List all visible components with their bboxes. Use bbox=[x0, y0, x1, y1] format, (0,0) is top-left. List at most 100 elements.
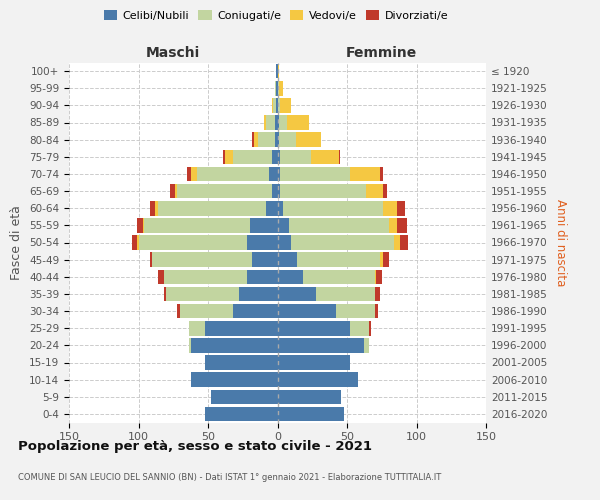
Bar bbox=[223, 150, 224, 164]
Bar bbox=[155, 201, 158, 216]
Bar bbox=[164, 286, 166, 301]
Bar bbox=[280, 150, 311, 164]
Bar bbox=[277, 64, 279, 78]
Bar bbox=[191, 166, 197, 181]
Bar bbox=[280, 166, 350, 181]
Bar bbox=[336, 304, 375, 318]
Bar bbox=[277, 270, 302, 284]
Bar bbox=[283, 201, 383, 216]
Bar bbox=[280, 184, 367, 198]
Bar bbox=[170, 184, 175, 198]
Bar bbox=[188, 321, 205, 336]
Y-axis label: Fasce di età: Fasce di età bbox=[10, 205, 23, 280]
Bar bbox=[277, 321, 350, 336]
Bar bbox=[338, 150, 340, 164]
Bar bbox=[289, 218, 389, 232]
Bar bbox=[175, 184, 178, 198]
Bar bbox=[277, 98, 280, 112]
Bar bbox=[197, 166, 269, 181]
Bar bbox=[191, 338, 277, 352]
Bar bbox=[287, 115, 310, 130]
Bar bbox=[144, 218, 250, 232]
Bar bbox=[277, 184, 280, 198]
Bar bbox=[247, 270, 277, 284]
Bar bbox=[164, 270, 247, 284]
Bar bbox=[297, 252, 380, 267]
Bar bbox=[277, 150, 280, 164]
Bar bbox=[137, 218, 143, 232]
Bar bbox=[247, 235, 277, 250]
Bar bbox=[158, 201, 266, 216]
Bar bbox=[275, 115, 277, 130]
Bar bbox=[376, 270, 382, 284]
Text: Popolazione per età, sesso e stato civile - 2021: Popolazione per età, sesso e stato civil… bbox=[18, 440, 372, 453]
Y-axis label: Anni di nascita: Anni di nascita bbox=[554, 199, 567, 286]
Text: COMUNE DI SAN LEUCIO DEL SANNIO (BN) - Dati ISTAT 1° gennaio 2021 - Elaborazione: COMUNE DI SAN LEUCIO DEL SANNIO (BN) - D… bbox=[18, 473, 441, 482]
Bar bbox=[276, 64, 277, 78]
Bar bbox=[191, 372, 277, 387]
Text: Maschi: Maschi bbox=[146, 46, 200, 60]
Bar bbox=[367, 184, 383, 198]
Bar bbox=[178, 304, 180, 318]
Bar bbox=[166, 286, 239, 301]
Bar bbox=[383, 252, 389, 267]
Bar bbox=[277, 81, 279, 96]
Bar bbox=[276, 98, 277, 112]
Bar bbox=[302, 270, 375, 284]
Bar bbox=[375, 304, 377, 318]
Bar bbox=[224, 150, 233, 164]
Bar bbox=[277, 201, 283, 216]
Bar bbox=[277, 252, 297, 267]
Bar bbox=[277, 372, 358, 387]
Bar bbox=[380, 252, 383, 267]
Bar bbox=[279, 132, 296, 147]
Legend: Celibi/Nubili, Coniugati/e, Vedovi/e, Divorziati/e: Celibi/Nubili, Coniugati/e, Vedovi/e, Di… bbox=[100, 6, 452, 25]
Bar bbox=[137, 235, 139, 250]
Bar bbox=[369, 321, 371, 336]
Bar bbox=[250, 218, 277, 232]
Bar bbox=[275, 81, 276, 96]
Bar bbox=[178, 184, 272, 198]
Bar bbox=[269, 166, 277, 181]
Bar bbox=[254, 132, 258, 147]
Bar bbox=[397, 201, 406, 216]
Bar bbox=[383, 201, 397, 216]
Bar bbox=[263, 115, 266, 130]
Bar bbox=[277, 286, 316, 301]
Bar bbox=[277, 166, 280, 181]
Bar bbox=[205, 355, 277, 370]
Bar bbox=[131, 235, 137, 250]
Bar bbox=[389, 218, 397, 232]
Bar bbox=[400, 235, 408, 250]
Bar bbox=[277, 235, 292, 250]
Bar bbox=[272, 98, 274, 112]
Bar bbox=[375, 286, 380, 301]
Bar bbox=[272, 150, 277, 164]
Bar bbox=[296, 132, 320, 147]
Bar bbox=[350, 321, 369, 336]
Bar bbox=[277, 304, 336, 318]
Bar bbox=[292, 235, 394, 250]
Bar bbox=[277, 338, 364, 352]
Bar bbox=[279, 115, 287, 130]
Bar bbox=[316, 286, 375, 301]
Bar bbox=[277, 355, 350, 370]
Bar bbox=[143, 218, 144, 232]
Bar bbox=[277, 132, 279, 147]
Bar bbox=[383, 184, 388, 198]
Bar bbox=[364, 338, 369, 352]
Bar bbox=[276, 81, 277, 96]
Bar bbox=[233, 150, 272, 164]
Bar bbox=[239, 286, 277, 301]
Bar bbox=[152, 252, 253, 267]
Bar bbox=[275, 132, 277, 147]
Bar bbox=[205, 321, 277, 336]
Bar bbox=[375, 270, 376, 284]
Bar bbox=[158, 270, 164, 284]
Bar bbox=[277, 218, 289, 232]
Bar bbox=[258, 132, 275, 147]
Bar bbox=[211, 390, 277, 404]
Bar bbox=[277, 115, 279, 130]
Bar bbox=[233, 304, 277, 318]
Bar bbox=[180, 304, 233, 318]
